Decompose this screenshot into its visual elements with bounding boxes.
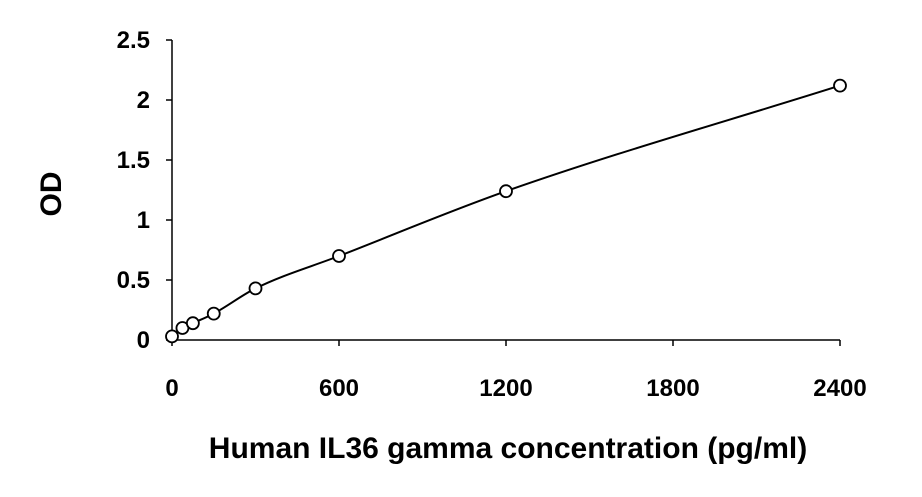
- y-tick-label: 1.5: [117, 147, 150, 174]
- axes: [166, 39, 841, 346]
- y-tick-label: 0: [137, 327, 150, 354]
- x-tick-label: 1200: [479, 375, 532, 402]
- fit-curve: [171, 84, 841, 338]
- data-point: [499, 184, 513, 199]
- x-tick-label: 0: [165, 375, 178, 402]
- x-tick-label: 2400: [813, 375, 866, 402]
- data-points: [165, 78, 847, 344]
- y-tick-label: 0.5: [117, 267, 150, 294]
- x-axis-title: Human IL36 gamma concentration (pg/ml): [209, 432, 807, 465]
- y-tick-label: 2: [137, 87, 150, 114]
- y-tick-label: 2.5: [117, 27, 150, 54]
- data-point: [332, 249, 346, 263]
- data-point: [165, 329, 179, 344]
- data-point: [185, 316, 200, 331]
- tick-labels: 0 0.5 1 1.5 2 2.5 0 600 1200 1800 2400: [117, 27, 867, 402]
- fit-curve-group: [171, 84, 841, 338]
- data-point: [206, 306, 221, 321]
- x-tick-label: 1800: [646, 375, 699, 402]
- data-point: [248, 281, 263, 296]
- data-point: [833, 78, 847, 93]
- y-axis-title: OD: [35, 172, 68, 217]
- y-tick-label: 1: [137, 207, 150, 234]
- x-tick-label: 600: [319, 375, 359, 402]
